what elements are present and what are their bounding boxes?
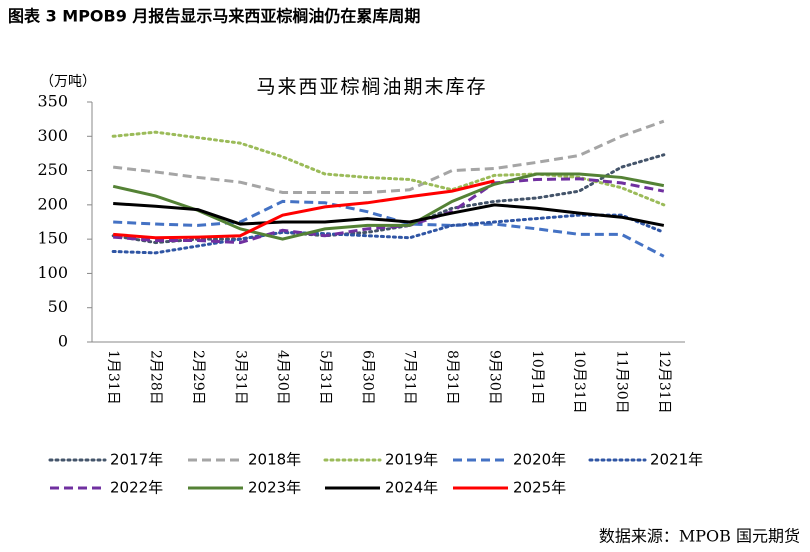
legend-label: 2019年 [385, 451, 438, 469]
x-tick-label: 8月31日 [444, 350, 460, 405]
figure-title: 图表 3 MPOB9 月报告显示马来西亚棕榈油仍在累库周期 [8, 7, 420, 26]
legend-label: 2022年 [110, 479, 163, 497]
legend-label: 2021年 [650, 451, 703, 469]
x-tick-label: 1月31日 [105, 350, 121, 405]
x-tick-label: 5月31日 [317, 350, 333, 405]
x-tick-label: 6月30日 [359, 350, 375, 405]
y-tick-label: 50 [48, 297, 68, 316]
x-tick-label: 10月31日 [571, 350, 587, 414]
series-line [113, 179, 495, 240]
y-tick-label: 200 [37, 194, 68, 213]
x-tick-label: 12月31日 [656, 350, 672, 414]
x-tick-label: 2月29日 [190, 350, 206, 405]
series-line [113, 119, 665, 195]
x-tick-label: 3月31日 [232, 350, 248, 405]
x-tick-label: 4月30日 [275, 350, 291, 405]
source-note: 数据来源：MPOB 国元期货 [599, 527, 800, 546]
y-tick-label: 300 [37, 126, 68, 145]
y-tick-label: 100 [37, 263, 68, 282]
legend-label: 2018年 [248, 451, 301, 469]
legend-label: 2024年 [385, 479, 438, 497]
chart-title: 马来西亚棕榈油期末库存 [256, 76, 487, 98]
x-tick-label: 7月31日 [402, 350, 418, 405]
legend-label: 2025年 [513, 479, 566, 497]
series-line [111, 153, 666, 245]
legend-label: 2020年 [513, 451, 566, 469]
legend-label: 2017年 [110, 451, 163, 469]
x-tick-label: 9月30日 [486, 350, 502, 405]
x-tick-label: 10月1日 [529, 350, 545, 405]
y-tick-label: 0 [58, 332, 68, 351]
y-axis-label: （万吨） [40, 74, 96, 90]
x-tick-label: 11月30日 [613, 350, 629, 414]
y-tick-label: 150 [37, 229, 68, 248]
series-line [113, 177, 665, 245]
legend-label: 2023年 [248, 479, 301, 497]
y-tick-label: 250 [37, 160, 68, 179]
y-tick-label: 350 [37, 92, 68, 111]
series-line [113, 201, 665, 227]
series-line [111, 213, 666, 255]
series-line [113, 199, 665, 258]
series-line [111, 130, 666, 207]
x-tick-label: 2月28日 [148, 350, 164, 405]
